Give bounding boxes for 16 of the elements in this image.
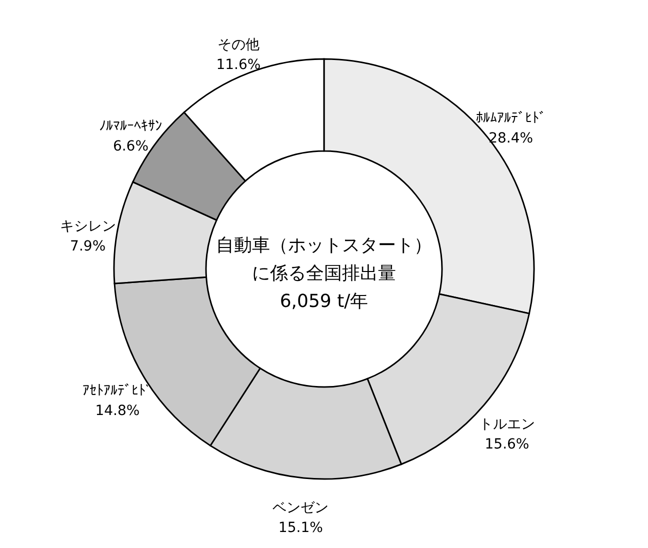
- data-label: 7.9%: [70, 238, 106, 254]
- data-label: 15.1%: [278, 520, 323, 536]
- data-label: 6.6%: [112, 138, 149, 155]
- text: に係る全国排出量: [252, 263, 396, 284]
- slice-label: トルエン: [478, 416, 535, 432]
- data-label: 11.6%: [216, 56, 261, 73]
- slice-label: ベンゼン: [272, 500, 329, 516]
- slice-label: ﾉﾙﾏﾙｰﾍｷｻﾝ: [99, 118, 162, 135]
- data-label: 14.8%: [95, 403, 140, 420]
- slice-label: ﾎﾙﾑｱﾙﾃﾞﾋﾄﾞ: [476, 110, 546, 126]
- text: 6,059 t/年: [280, 291, 368, 312]
- slice-label: キシレン: [60, 218, 116, 234]
- text: 自動車（ホットスタート）: [216, 235, 432, 256]
- data-label: 28.4%: [488, 130, 534, 146]
- slice-label: その他: [217, 36, 260, 53]
- data-label: 15.6%: [484, 436, 530, 452]
